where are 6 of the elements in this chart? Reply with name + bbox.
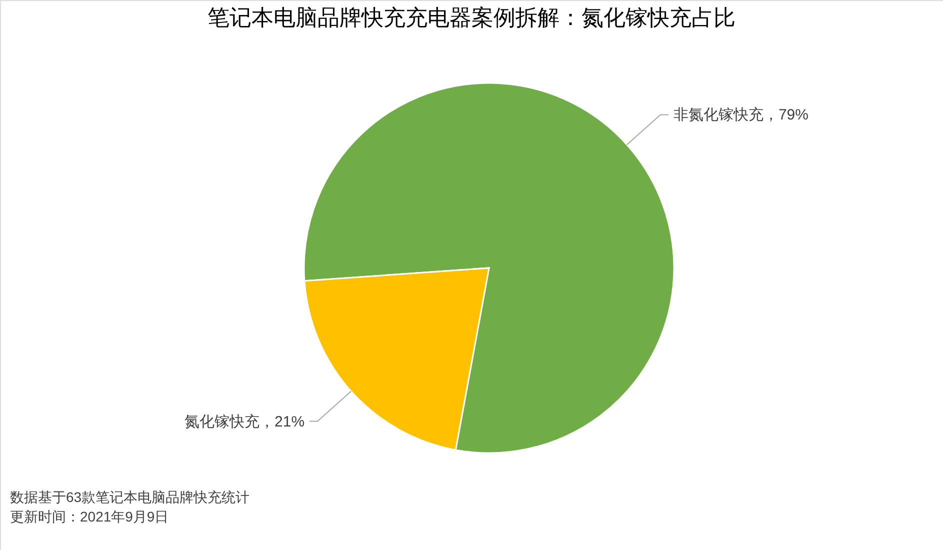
pie-slice [304,82,675,454]
chart-title: 笔记本电脑品牌快充充电器案例拆解：氮化镓快充占比 [208,5,736,30]
slice-label: 氮化镓快充，21% [184,413,305,430]
text: 更新时间：2021年9月9日 [10,508,169,524]
text: 数据基于63款笔记本电脑品牌快充统计 [10,489,250,505]
slice-label: 非氮化镓快充，79% [673,106,808,124]
